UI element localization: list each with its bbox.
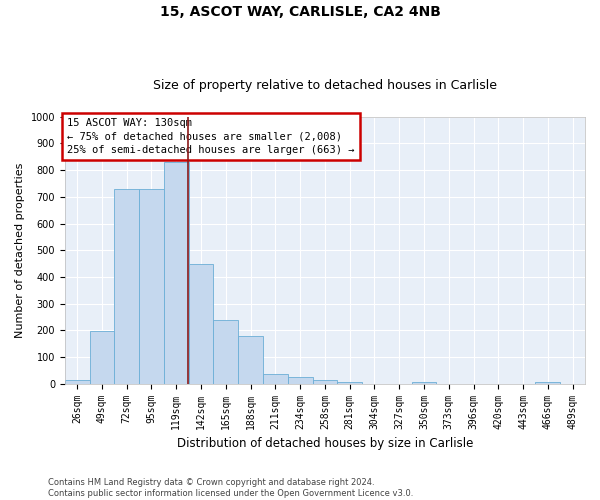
Bar: [238, 336, 263, 384]
Bar: [337, 382, 362, 384]
Text: 15, ASCOT WAY, CARLISLE, CA2 4NB: 15, ASCOT WAY, CARLISLE, CA2 4NB: [160, 5, 440, 19]
Title: Size of property relative to detached houses in Carlisle: Size of property relative to detached ho…: [153, 79, 497, 92]
Bar: [412, 382, 436, 384]
Bar: [65, 380, 89, 384]
Bar: [288, 377, 313, 384]
Text: Contains HM Land Registry data © Crown copyright and database right 2024.
Contai: Contains HM Land Registry data © Crown c…: [48, 478, 413, 498]
X-axis label: Distribution of detached houses by size in Carlisle: Distribution of detached houses by size …: [177, 437, 473, 450]
Bar: [263, 374, 288, 384]
Bar: [164, 162, 188, 384]
Bar: [214, 320, 238, 384]
Bar: [89, 331, 115, 384]
Y-axis label: Number of detached properties: Number of detached properties: [15, 162, 25, 338]
Bar: [313, 380, 337, 384]
Bar: [535, 382, 560, 384]
Bar: [115, 189, 139, 384]
Text: 15 ASCOT WAY: 130sqm
← 75% of detached houses are smaller (2,008)
25% of semi-de: 15 ASCOT WAY: 130sqm ← 75% of detached h…: [67, 118, 355, 154]
Bar: [188, 264, 214, 384]
Bar: [139, 189, 164, 384]
